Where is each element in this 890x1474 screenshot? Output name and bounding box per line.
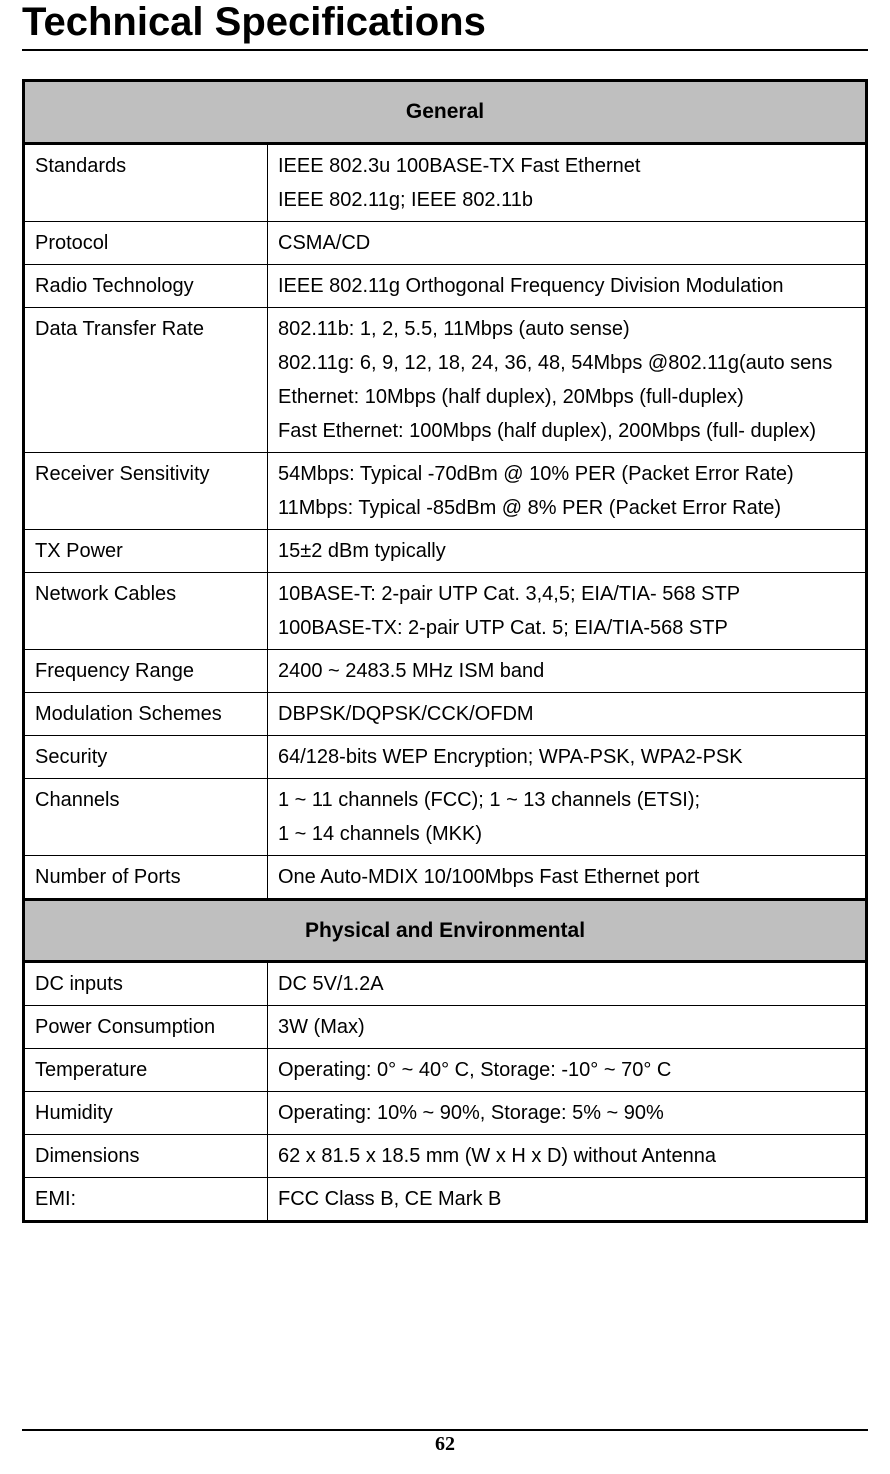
table-row: Receiver Sensitivity 54Mbps: Typical -70…: [24, 452, 867, 529]
spec-value: IEEE 802.11g Orthogonal Frequency Divisi…: [268, 264, 867, 307]
spec-value: 62 x 81.5 x 18.5 mm (W x H x D) without …: [268, 1135, 867, 1178]
spec-label: Temperature: [24, 1049, 268, 1092]
spec-value: DC 5V/1.2A: [268, 962, 867, 1006]
page-title: Technical Specifications: [22, 0, 868, 45]
spec-value: 15±2 dBm typically: [268, 529, 867, 572]
table-row: Security 64/128-bits WEP Encryption; WPA…: [24, 735, 867, 778]
spec-label: Humidity: [24, 1092, 268, 1135]
spec-value: 54Mbps: Typical -70dBm @ 10% PER (Packet…: [268, 452, 867, 529]
section-header-physical: Physical and Environmental: [24, 899, 867, 962]
page: Technical Specifications General Standar…: [0, 0, 890, 1474]
table-row: Dimensions 62 x 81.5 x 18.5 mm (W x H x …: [24, 1135, 867, 1178]
spec-label: Modulation Schemes: [24, 692, 268, 735]
spec-label: EMI:: [24, 1178, 268, 1222]
spec-label: DC inputs: [24, 962, 268, 1006]
spec-value: 64/128-bits WEP Encryption; WPA-PSK, WPA…: [268, 735, 867, 778]
section-header-general-label: General: [24, 81, 867, 144]
spec-value: IEEE 802.3u 100BASE-TX Fast Ethernet IEE…: [268, 143, 867, 221]
table-row: Temperature Operating: 0° ~ 40° C, Stora…: [24, 1049, 867, 1092]
table-row: Modulation Schemes DBPSK/DQPSK/CCK/OFDM: [24, 692, 867, 735]
page-footer: 62: [22, 1429, 868, 1456]
spec-label: Number of Ports: [24, 855, 268, 899]
spec-label: Receiver Sensitivity: [24, 452, 268, 529]
spec-value: DBPSK/DQPSK/CCK/OFDM: [268, 692, 867, 735]
specifications-table: General Standards IEEE 802.3u 100BASE-TX…: [22, 79, 868, 1223]
spec-value: 1 ~ 11 channels (FCC); 1 ~ 13 channels (…: [268, 778, 867, 855]
table-row: DC inputs DC 5V/1.2A: [24, 962, 867, 1006]
table-row: Standards IEEE 802.3u 100BASE-TX Fast Et…: [24, 143, 867, 221]
section-header-general: General: [24, 81, 867, 144]
table-row: Frequency Range 2400 ~ 2483.5 MHz ISM ba…: [24, 649, 867, 692]
spec-label: Security: [24, 735, 268, 778]
spec-label: Power Consumption: [24, 1006, 268, 1049]
spec-value: 802.11b: 1, 2, 5.5, 11Mbps (auto sense) …: [268, 307, 867, 452]
spec-value: Operating: 10% ~ 90%, Storage: 5% ~ 90%: [268, 1092, 867, 1135]
table-row: Humidity Operating: 10% ~ 90%, Storage: …: [24, 1092, 867, 1135]
spec-label: Channels: [24, 778, 268, 855]
title-divider: [22, 49, 868, 51]
spec-value: FCC Class B, CE Mark B: [268, 1178, 867, 1222]
spec-label: Protocol: [24, 221, 268, 264]
spec-label: Radio Technology: [24, 264, 268, 307]
spec-value: 2400 ~ 2483.5 MHz ISM band: [268, 649, 867, 692]
footer-divider: [22, 1429, 868, 1431]
spec-label: Network Cables: [24, 572, 268, 649]
spec-label: TX Power: [24, 529, 268, 572]
table-row: Channels 1 ~ 11 channels (FCC); 1 ~ 13 c…: [24, 778, 867, 855]
spec-label: Dimensions: [24, 1135, 268, 1178]
spec-label: Standards: [24, 143, 268, 221]
spec-label: Data Transfer Rate: [24, 307, 268, 452]
table-row: Data Transfer Rate 802.11b: 1, 2, 5.5, 1…: [24, 307, 867, 452]
table-row: Protocol CSMA/CD: [24, 221, 867, 264]
spec-label: Frequency Range: [24, 649, 268, 692]
table-row: TX Power 15±2 dBm typically: [24, 529, 867, 572]
page-number: 62: [22, 1433, 868, 1456]
spec-value: 3W (Max): [268, 1006, 867, 1049]
spec-value: Operating: 0° ~ 40° C, Storage: -10° ~ 7…: [268, 1049, 867, 1092]
table-row: EMI: FCC Class B, CE Mark B: [24, 1178, 867, 1222]
table-row: Radio Technology IEEE 802.11g Orthogonal…: [24, 264, 867, 307]
table-row: Power Consumption 3W (Max): [24, 1006, 867, 1049]
spec-value: One Auto-MDIX 10/100Mbps Fast Ethernet p…: [268, 855, 867, 899]
table-row: Number of Ports One Auto-MDIX 10/100Mbps…: [24, 855, 867, 899]
spec-value: CSMA/CD: [268, 221, 867, 264]
table-row: Network Cables 10BASE-T: 2-pair UTP Cat.…: [24, 572, 867, 649]
spec-value: 10BASE-T: 2-pair UTP Cat. 3,4,5; EIA/TIA…: [268, 572, 867, 649]
section-header-physical-label: Physical and Environmental: [24, 899, 867, 962]
